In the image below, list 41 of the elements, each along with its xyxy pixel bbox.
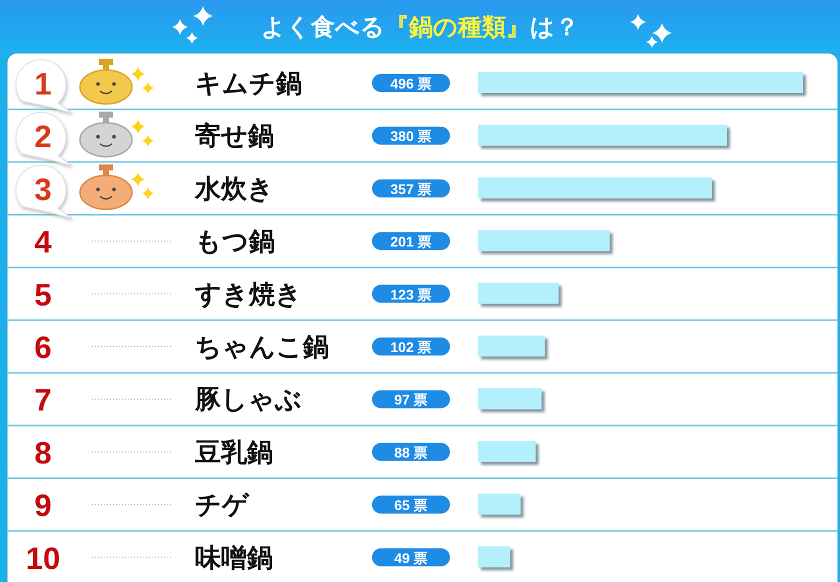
data-label: 380 票	[390, 128, 432, 144]
y-tick-label: チゲ	[195, 490, 250, 521]
data-label: 102 票	[390, 339, 432, 355]
y-tick-label: 味噌鍋	[195, 543, 273, 574]
data-label: 88 票	[394, 444, 428, 460]
text: 3	[34, 172, 52, 207]
text: 1	[34, 66, 52, 102]
y-tick-label: 豆乳鍋	[194, 438, 273, 468]
bar	[478, 72, 803, 93]
data-label: 201 票	[390, 234, 432, 250]
bar	[478, 177, 712, 198]
text: 10	[26, 540, 60, 576]
y-tick-label: 寄せ鍋	[195, 122, 274, 152]
y-tick-label: すき焼き	[194, 280, 302, 310]
y-tick-label: もつ鍋	[195, 227, 275, 258]
data-label: 97 票	[394, 392, 428, 408]
y-tick-label: ちゃんこ鍋	[195, 332, 329, 362]
bar	[478, 494, 521, 515]
y-tick-label: 豚しゃぶ	[194, 385, 302, 416]
bar	[478, 440, 536, 462]
text: 4	[34, 224, 52, 260]
bar	[478, 546, 510, 568]
text: 2	[34, 119, 52, 154]
data-label: 123 票	[390, 286, 432, 302]
y-tick-label: 水炊き	[194, 174, 274, 204]
bar	[478, 336, 545, 356]
data-label: 65 票	[394, 497, 428, 514]
text: 7	[34, 382, 52, 418]
data-label: 357 票	[390, 180, 432, 197]
text: 5	[34, 277, 52, 312]
y-tick-label: キムチ鍋	[195, 69, 302, 99]
text: 8	[34, 435, 52, 470]
text: 9	[34, 488, 52, 524]
data-label: 49 票	[394, 550, 428, 566]
bar	[478, 388, 542, 410]
chart-title: よく食べる『鍋の種類』は？	[261, 13, 579, 41]
bar	[478, 282, 559, 304]
text: 6	[34, 330, 52, 365]
data-label: 496 票	[390, 76, 432, 92]
bar	[478, 124, 727, 146]
bar	[478, 230, 610, 252]
